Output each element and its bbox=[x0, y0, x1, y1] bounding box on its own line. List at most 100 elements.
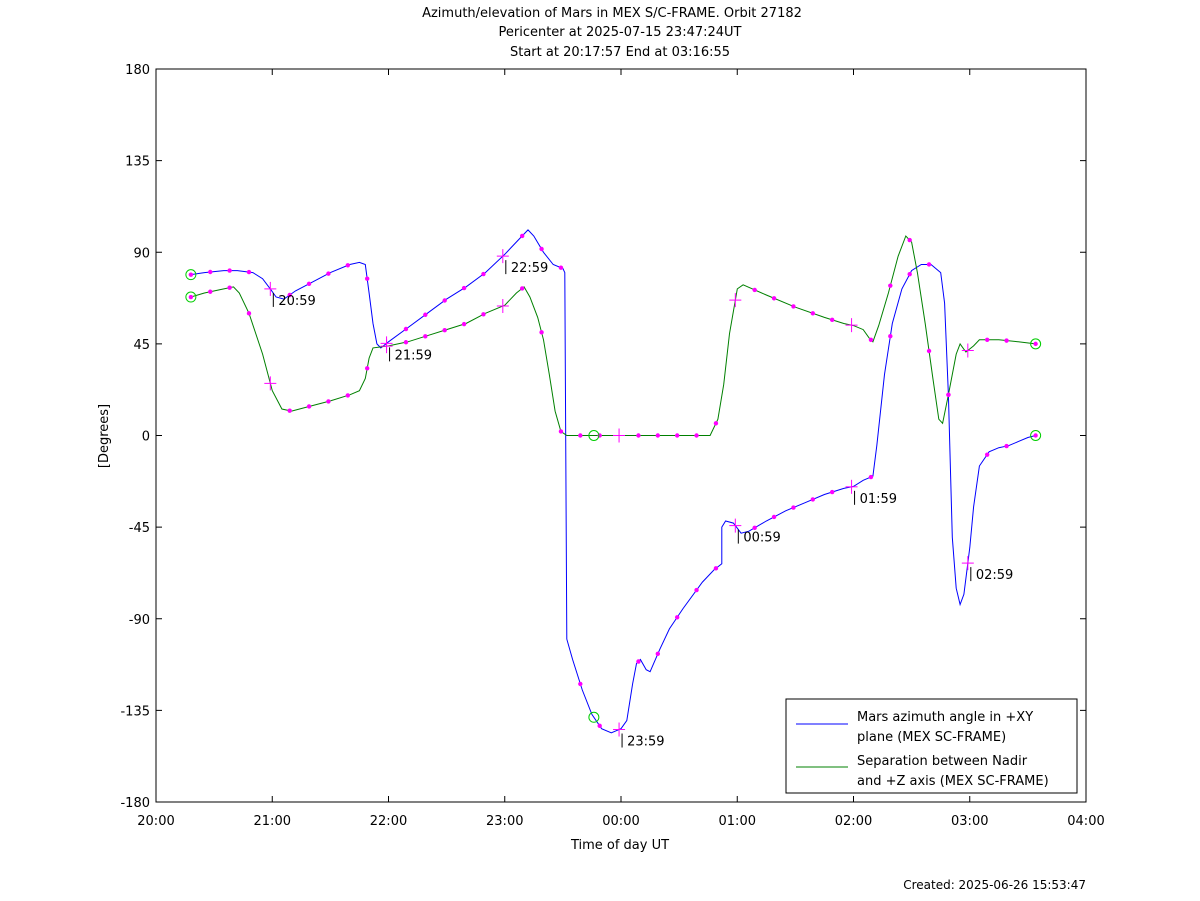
legend: Mars azimuth angle in +XY plane (MEX SC-… bbox=[785, 698, 1078, 794]
data-point-marker bbox=[791, 505, 796, 510]
data-point-marker bbox=[539, 246, 544, 252]
data-point-marker bbox=[227, 285, 232, 290]
data-point-marker bbox=[907, 272, 912, 277]
data-point-marker bbox=[829, 317, 835, 323]
data-point-marker bbox=[481, 312, 486, 317]
series-line-0 bbox=[190, 229, 1036, 734]
data-point-marker bbox=[888, 283, 893, 288]
data-point-marker bbox=[636, 433, 641, 438]
endpoint-circle-marker bbox=[1030, 430, 1042, 441]
chart-title-line-2: Pericenter at 2025-07-15 23:47:24UT bbox=[498, 25, 741, 40]
data-point-marker bbox=[442, 298, 447, 303]
data-point-marker bbox=[636, 659, 641, 664]
data-point-marker bbox=[694, 587, 699, 593]
data-point-marker bbox=[188, 272, 194, 277]
data-point-marker bbox=[558, 429, 564, 434]
y-tick-label: 180 bbox=[125, 63, 150, 78]
data-point-marker bbox=[694, 433, 699, 438]
legend-box bbox=[785, 698, 1078, 794]
hour-annotation-label: 23:59 bbox=[627, 735, 664, 750]
data-point-marker bbox=[1033, 341, 1038, 347]
data-point-marker bbox=[1004, 443, 1009, 449]
endpoint-circle-marker bbox=[588, 711, 600, 723]
data-point-marker bbox=[946, 392, 951, 397]
data-point-marker bbox=[597, 723, 602, 729]
data-point-marker bbox=[558, 265, 564, 270]
hour-annotation-label: 20:59 bbox=[278, 294, 315, 309]
x-tick-label: 04:00 bbox=[1067, 814, 1104, 829]
data-point-marker bbox=[771, 514, 777, 520]
hour-annotation-label: 01:59 bbox=[860, 492, 897, 507]
data-point-marker bbox=[246, 269, 252, 275]
y-tick-label: -135 bbox=[120, 704, 150, 719]
data-point-marker bbox=[287, 292, 292, 298]
y-tick-label: 45 bbox=[133, 338, 150, 353]
x-axis-label: Time of day UT bbox=[570, 838, 669, 853]
data-point-marker bbox=[306, 404, 312, 409]
data-point-marker bbox=[752, 525, 757, 531]
data-point-marker bbox=[984, 337, 990, 343]
x-tick-label: 23:00 bbox=[486, 814, 523, 829]
data-point-marker bbox=[364, 366, 370, 371]
data-point-marker bbox=[868, 337, 874, 343]
data-point-marker bbox=[674, 615, 680, 620]
data-point-marker bbox=[442, 328, 447, 333]
series-lines bbox=[190, 229, 1036, 734]
y-tick-label: -90 bbox=[129, 613, 150, 628]
data-point-marker bbox=[791, 304, 796, 309]
data-point-marker bbox=[888, 334, 893, 339]
y-axis-label: [Degrees] bbox=[97, 404, 112, 468]
data-point-marker bbox=[1004, 338, 1009, 343]
data-point-marker bbox=[713, 421, 719, 426]
data-point-marker bbox=[539, 330, 544, 335]
data-point-marker bbox=[287, 408, 292, 413]
endpoint-circle-marker bbox=[185, 269, 197, 281]
data-point-marker bbox=[306, 281, 312, 287]
data-point-marker bbox=[926, 348, 932, 354]
data-point-marker bbox=[227, 268, 232, 273]
endpoint-circle-marker bbox=[588, 430, 600, 441]
y-tick-label: 135 bbox=[125, 155, 150, 170]
data-point-marker bbox=[423, 312, 428, 317]
data-point-marker bbox=[364, 276, 370, 281]
y-tick-label: 90 bbox=[133, 246, 150, 261]
data-point-marker bbox=[519, 286, 525, 291]
x-tick-label: 01:00 bbox=[719, 814, 756, 829]
data-point-marker bbox=[655, 433, 661, 438]
data-point-marker bbox=[655, 651, 661, 656]
created-timestamp: Created: 2025-06-26 15:53:47 bbox=[903, 878, 1086, 892]
legend-label-separation-line-1: Separation between Nadir bbox=[857, 754, 1028, 769]
hour-annotations: 20:59 21:59 22:59 23:59 00:59 01:59 02:59 bbox=[272, 260, 1013, 750]
endpoint-circle-marker bbox=[185, 291, 197, 303]
data-point-marker bbox=[578, 433, 583, 438]
x-tick-label: 03:00 bbox=[951, 814, 988, 829]
data-point-marker bbox=[188, 294, 194, 300]
data-point-marker bbox=[984, 452, 990, 457]
x-axis: 20:00 21:00 22:00 23:00 00:00 01:00 02:00 03:00… bbox=[137, 69, 1105, 829]
hour-annotation-label: 22:59 bbox=[511, 261, 548, 276]
data-point-marker bbox=[403, 340, 409, 345]
data-point-marker bbox=[771, 296, 777, 301]
data-point-marker bbox=[578, 681, 583, 687]
legend-label-separation-line-2: and +Z axis (MEX SC-FRAME) bbox=[857, 774, 1049, 789]
series-line-1 bbox=[190, 235, 1036, 436]
hour-annotation-label: 21:59 bbox=[395, 348, 432, 363]
y-axis: 180 135 90 45 0 -45 -90 -135 -180 bbox=[120, 63, 1086, 811]
series-markers bbox=[185, 233, 1042, 737]
data-point-marker bbox=[713, 566, 719, 571]
data-point-marker bbox=[907, 237, 912, 243]
data-point-marker bbox=[810, 497, 816, 502]
chart-title-line-1: Azimuth/elevation of Mars in MEX S/C-FRA… bbox=[422, 6, 802, 21]
hour-annotation-label: 00:59 bbox=[743, 531, 780, 546]
data-point-marker bbox=[868, 474, 874, 480]
data-point-marker bbox=[246, 311, 252, 316]
x-tick-label: 22:00 bbox=[370, 814, 407, 829]
y-tick-label: -180 bbox=[120, 796, 150, 811]
data-point-marker bbox=[1033, 433, 1038, 438]
x-tick-label: 21:00 bbox=[254, 814, 291, 829]
data-point-marker bbox=[829, 489, 835, 495]
x-tick-label: 00:00 bbox=[602, 814, 639, 829]
data-point-marker bbox=[519, 233, 525, 239]
x-tick-label: 20:00 bbox=[137, 814, 174, 829]
